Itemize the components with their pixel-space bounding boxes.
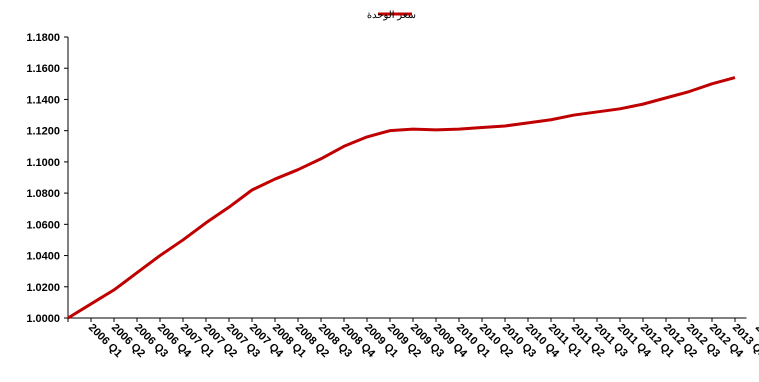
y-tick-label: 1.0400 <box>26 251 60 263</box>
y-tick-label: 1.1600 <box>26 63 60 75</box>
y-tick-label: 1.0000 <box>26 313 60 325</box>
y-tick-label: 1.1200 <box>26 126 60 138</box>
legend-label: سعر الوحدة <box>367 10 416 21</box>
series-line <box>67 76 736 320</box>
y-tick-label: 1.0200 <box>26 282 60 294</box>
y-tick-label: 1.0800 <box>26 188 60 200</box>
y-tick-label: 1.1400 <box>26 94 60 106</box>
y-tick-label: 1.0600 <box>26 219 60 231</box>
y-tick-label: 1.1000 <box>26 157 60 169</box>
y-tick-label: 1.1800 <box>26 32 60 44</box>
